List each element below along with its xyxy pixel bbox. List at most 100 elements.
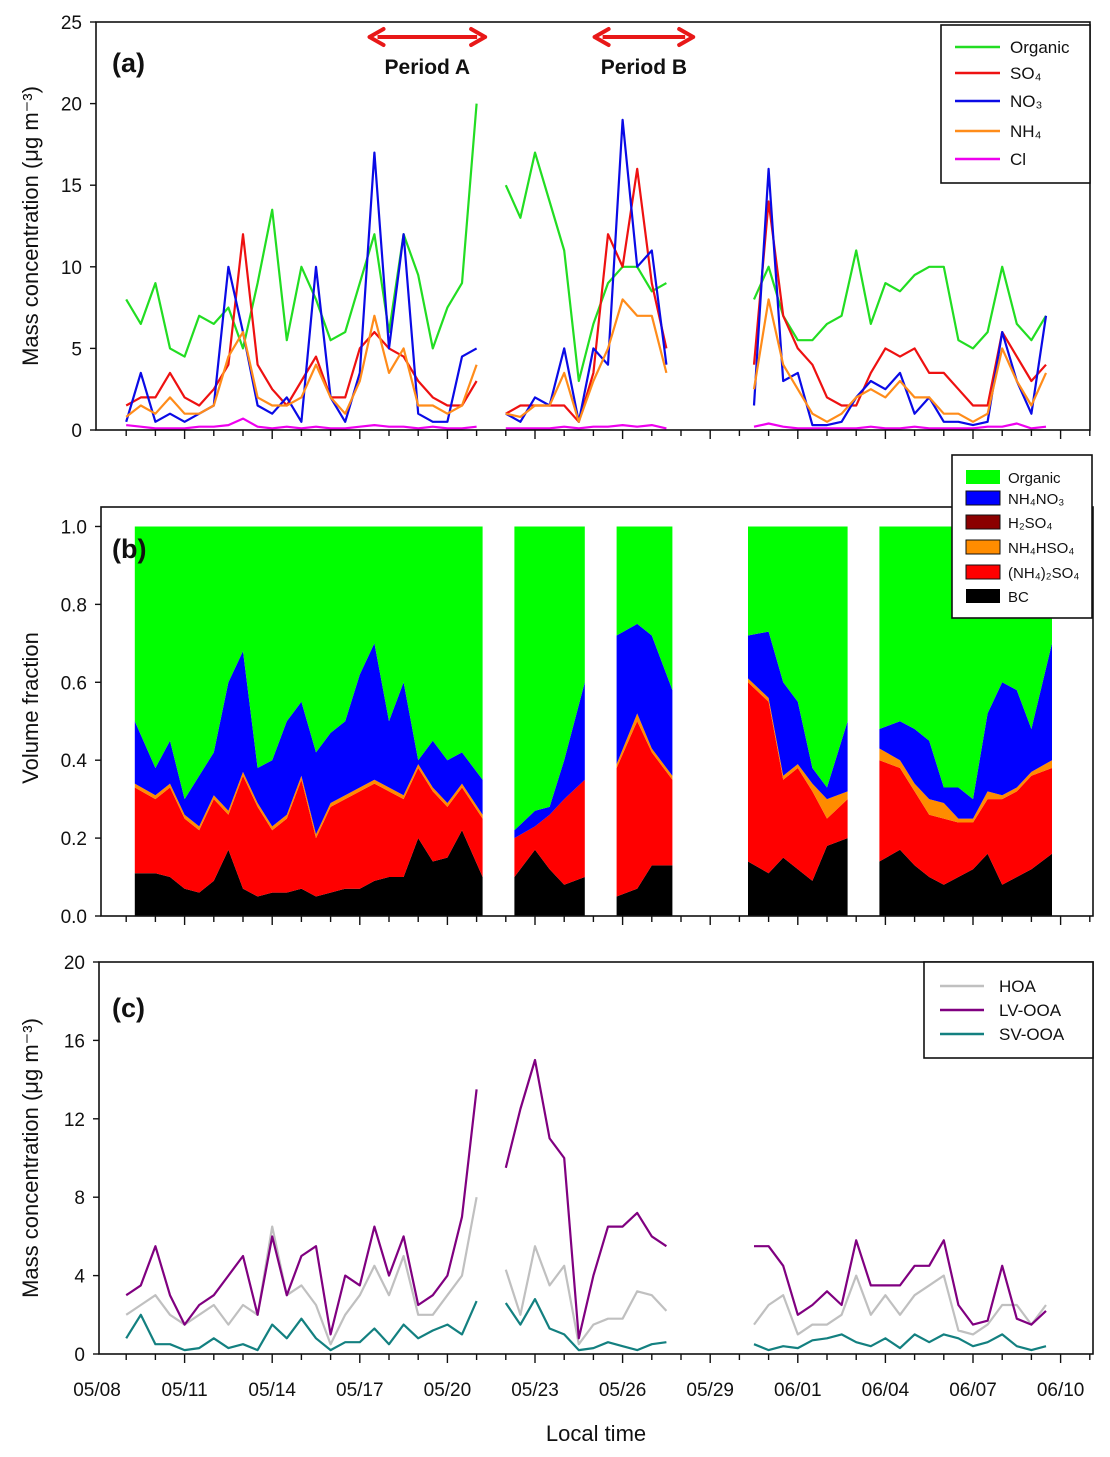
y-tick-label: 0.6 [61, 673, 87, 694]
period-annotation: Period A [367, 27, 488, 79]
legend-label: Organic [1008, 470, 1061, 487]
x-tick-label: 06/07 [949, 1380, 997, 1401]
series-line-SV-OOA [125, 1298, 1047, 1352]
area-Organic [748, 526, 848, 788]
y-tick-label: 0 [71, 421, 82, 442]
arrow-left-icon [367, 27, 386, 47]
period-label: Period B [601, 56, 687, 79]
legend-swatch [965, 514, 1001, 530]
plot-frame [100, 506, 1094, 917]
area-(NH₄)₂SO₄ [134, 768, 483, 897]
series-line-NO₃ [125, 118, 1048, 427]
legend-label: SO₄ [1010, 64, 1042, 83]
legend-label: SV-OOA [999, 1025, 1065, 1044]
y-tick-label: 0.2 [61, 829, 87, 850]
area-BC [616, 865, 673, 916]
series-line-LV-OOA [125, 1058, 1047, 1340]
x-tick-label: 06/01 [774, 1380, 822, 1401]
area-NH₄NO₃ [748, 631, 848, 800]
area-NH₄NO₃ [514, 682, 585, 839]
area-(NH₄)₂SO₄ [748, 682, 848, 881]
panel-c: 0 4 8 12 16 20 Mass concentration (μg m⁻³) (c) [18, 953, 1094, 1366]
legend-label: Cl [1010, 150, 1026, 169]
area-BC [748, 838, 848, 916]
area-(NH₄)₂SO₄ [514, 779, 585, 885]
panel-label: (b) [112, 534, 146, 564]
x-tick-label: 05/08 [73, 1380, 121, 1401]
x-tick-label: 06/10 [1037, 1380, 1085, 1401]
area-(NH₄)₂SO₄ [616, 721, 673, 897]
y-axis-title: Volume fraction [18, 632, 43, 784]
area-NH₄NO₃ [879, 643, 1052, 819]
legend-swatch [965, 539, 1001, 555]
legend-label: HOA [999, 977, 1037, 996]
y-tick-label: 0 [74, 1345, 85, 1366]
legend-box [940, 24, 1091, 184]
area-Organic [514, 526, 585, 831]
period-label: Period A [385, 56, 471, 79]
legend-label: NH₄ [1010, 122, 1042, 141]
panel-label: (a) [112, 48, 145, 78]
arrow-right-icon [677, 27, 696, 47]
area-Organic [616, 526, 673, 691]
panel-b: 0.0 0.2 0.4 0.6 0.8 1.0 Volume fraction (b) [18, 506, 1094, 928]
legend-swatch [966, 589, 1000, 603]
y-tick-label: 20 [61, 95, 82, 116]
legend-swatch [965, 564, 1001, 580]
area-Organic [134, 526, 483, 800]
legend-swatch [966, 470, 1000, 484]
series-line-Organic [125, 103, 1047, 383]
plot-frame [98, 961, 1094, 1355]
arrow-left-icon [592, 27, 611, 47]
x-tick-label: 05/23 [511, 1380, 559, 1401]
area-BC [514, 849, 585, 916]
area-NH₄NO₃ [616, 623, 673, 776]
series-line-Cl [126, 417, 1047, 430]
area-BC [134, 830, 483, 916]
series-line-HOA [125, 1196, 1047, 1346]
area-NH₄HSO₄ [616, 713, 673, 780]
legend-label: Organic [1010, 38, 1070, 57]
y-tick-label: 15 [61, 176, 82, 197]
y-tick-label: 10 [61, 258, 82, 279]
y-tick-label: 0.8 [61, 595, 87, 616]
y-tick-label: 4 [74, 1267, 85, 1288]
y-axis-title: Mass concentration (μg m⁻³) [18, 1018, 43, 1298]
y-tick-label: 20 [64, 953, 85, 974]
x-tick-label: 05/11 [162, 1380, 208, 1401]
y-tick-label: 16 [64, 1031, 85, 1052]
x-tick-label: 05/14 [248, 1380, 296, 1401]
legend-label: NH₄HSO₄ [1008, 540, 1074, 557]
panel-label: (c) [112, 993, 145, 1023]
legend-c: HOA LV-OOA SV-OOA [923, 961, 1094, 1059]
panel-a: 0 5 10 15 20 25 Mass concentration (μg m⁻³) (a) [18, 13, 1091, 442]
legend-a: Organic SO₄ NO₃ NH₄ Cl [940, 24, 1091, 184]
x-tick-label: 05/26 [599, 1380, 647, 1401]
period-annotation: Period B [592, 27, 696, 79]
y-tick-label: 1.0 [61, 517, 87, 538]
legend-label: NH₄NO₃ [1008, 491, 1064, 508]
legend-label: BC [1008, 589, 1029, 606]
y-tick-label: 8 [74, 1188, 85, 1209]
x-axis-title: Local time [546, 1421, 646, 1446]
x-tick-label: 05/20 [424, 1380, 472, 1401]
y-tick-label: 0.4 [61, 751, 88, 772]
y-tick-label: 25 [61, 13, 82, 34]
arrow-right-icon [469, 27, 488, 47]
legend-label: H₂SO₄ [1008, 515, 1052, 532]
y-axis-title: Mass concentration (μg m⁻³) [18, 86, 43, 366]
area-NH₄HSO₄ [748, 678, 848, 819]
y-tick-label: 12 [64, 1110, 85, 1131]
legend-label: NO₃ [1010, 92, 1042, 111]
legend-b: Organic NH₄NO₃ H₂SO₄ NH₄HSO₄ (NH₄)₂SO₄ BC [951, 454, 1093, 619]
x-tick-label: 05/17 [336, 1380, 384, 1401]
area-BC [879, 849, 1052, 916]
area-NH₄NO₃ [134, 643, 483, 835]
y-tick-label: 0.0 [61, 907, 87, 928]
legend-label: LV-OOA [999, 1001, 1062, 1020]
series-line-NH₄ [125, 298, 1048, 423]
y-tick-label: 5 [71, 339, 82, 360]
legend-swatch [965, 490, 1001, 506]
x-tick-label: 05/29 [686, 1380, 734, 1401]
